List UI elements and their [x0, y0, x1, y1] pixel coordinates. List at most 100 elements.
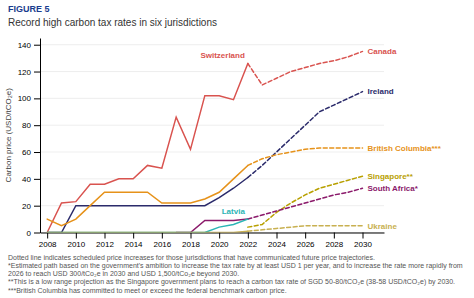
footnote: **This is a low range projection as the … [8, 278, 455, 286]
y-tick-mark [34, 152, 40, 153]
y-tick: 100 [18, 94, 40, 103]
y-tick: 60 [22, 148, 40, 157]
x-tick: 2026 [297, 233, 315, 250]
chart: FIGURE 5 Record high carbon tax rates in … [0, 0, 474, 298]
series-label: British Columbia*** [368, 144, 442, 153]
x-tick: 2018 [182, 233, 200, 250]
y-tick-mark [34, 125, 40, 126]
y-axis-title: Carbon price (USD/tCO₂e) [4, 88, 13, 183]
series-label: Latvia [222, 207, 246, 216]
x-tick-mark [248, 233, 249, 239]
y-tick: 80 [22, 121, 40, 130]
grid-line [40, 44, 384, 45]
footnote-line: ***British Columbia has committed to mee… [8, 287, 287, 295]
x-tick-mark [47, 233, 48, 239]
x-tick: 2024 [268, 233, 286, 250]
x-tick-mark [133, 233, 134, 239]
y-tick-label: 120 [18, 68, 32, 77]
x-axis: 2008 2010 2012 2014 2016 2018 2020 2022 2024 2026… [39, 233, 385, 250]
series-label: Singapore** [368, 172, 414, 181]
footnote-line: *Estimated path based on the government'… [8, 262, 463, 270]
series-line [47, 231, 248, 232]
footnote: Dotted line indicates scheduled price in… [8, 254, 375, 262]
x-tick-mark [191, 233, 192, 239]
y-tick: 140 [18, 41, 40, 50]
x-tick-label: 2022 [239, 240, 257, 249]
y-tick-mark [34, 233, 40, 234]
footnote: *Estimated path based on the government'… [8, 262, 463, 278]
x-tick-mark [277, 233, 278, 239]
x-tick-mark [334, 233, 335, 239]
series-label: South Africa* [368, 184, 419, 193]
x-tick-label: 2030 [354, 240, 372, 249]
x-tick-mark [105, 233, 106, 239]
x-tick-label: 2020 [211, 240, 229, 249]
series-line [47, 178, 248, 233]
y-tick-mark [34, 98, 40, 99]
grid-line [40, 232, 384, 233]
y-tick: 40 [22, 175, 40, 184]
series-line [47, 63, 248, 232]
x-tick-label: 2026 [297, 240, 315, 249]
series-line [248, 226, 363, 231]
y-tick-mark [34, 45, 40, 46]
footnote: ***British Columbia has committed to mee… [8, 287, 287, 295]
x-tick: 2014 [125, 233, 143, 250]
y-axis-line [40, 39, 41, 234]
y-tick-label: 80 [22, 121, 31, 130]
y-axis: 0 20 40 60 80 100 120 140 [18, 39, 41, 238]
x-tick-mark [162, 233, 163, 239]
y-tick-mark [34, 206, 40, 207]
grid [40, 45, 384, 233]
x-tick-label: 2014 [125, 240, 143, 249]
series-label: Canada [368, 47, 397, 56]
series-label: Ireland [368, 87, 394, 96]
grid-line [40, 178, 384, 179]
x-tick-mark [76, 233, 77, 239]
y-tick-label: 0 [27, 229, 32, 238]
x-tick: 2012 [96, 233, 114, 250]
series-line [248, 148, 363, 165]
y-tick-label: 60 [22, 148, 31, 157]
grid-line [40, 152, 384, 153]
grid-line [40, 98, 384, 99]
x-tick: 2030 [354, 233, 372, 250]
y-tick-label: 40 [22, 175, 31, 184]
x-tick: 2028 [325, 233, 343, 250]
title: Record high carbon tax rates in six juri… [8, 17, 217, 28]
x-tick-mark [219, 233, 220, 239]
series-label: Switzerland [200, 51, 245, 60]
x-tick-label: 2028 [325, 240, 343, 249]
series-line [248, 176, 363, 227]
series-line [248, 188, 363, 219]
series-line [248, 92, 363, 178]
footnote-line: Dotted line indicates scheduled price in… [8, 254, 375, 262]
y-tick-mark [34, 179, 40, 180]
x-tick-mark [305, 233, 306, 239]
x-axis-line [41, 233, 385, 234]
series-label: Ukraine [368, 222, 398, 231]
x-tick-label: 2008 [39, 240, 57, 249]
x-tick-label: 2024 [268, 240, 286, 249]
y-tick: 0 [27, 229, 40, 238]
y-tick-mark [34, 72, 40, 73]
x-tick: 2020 [211, 233, 229, 250]
lines [47, 51, 362, 232]
grid-line [40, 125, 384, 126]
x-tick-label: 2016 [153, 240, 171, 249]
y-tick: 20 [22, 202, 40, 211]
grid-line [40, 71, 384, 72]
x-tick: 2010 [67, 233, 85, 250]
x-tick-label: 2012 [96, 240, 114, 249]
x-tick-label: 2010 [67, 240, 85, 249]
y-tick-label: 100 [18, 94, 32, 103]
y-tick-label: 140 [18, 41, 32, 50]
x-tick: 2022 [239, 233, 257, 250]
footnote-line: 2026 to reach USD 300/tCo₂e in 2030 and … [8, 270, 239, 278]
y-tick-label: 20 [22, 202, 31, 211]
x-tick-mark [363, 233, 364, 239]
series-line [47, 165, 248, 225]
figure-label: FIGURE 5 [8, 4, 50, 14]
x-tick: 2008 [39, 233, 57, 250]
series-line [47, 219, 248, 232]
